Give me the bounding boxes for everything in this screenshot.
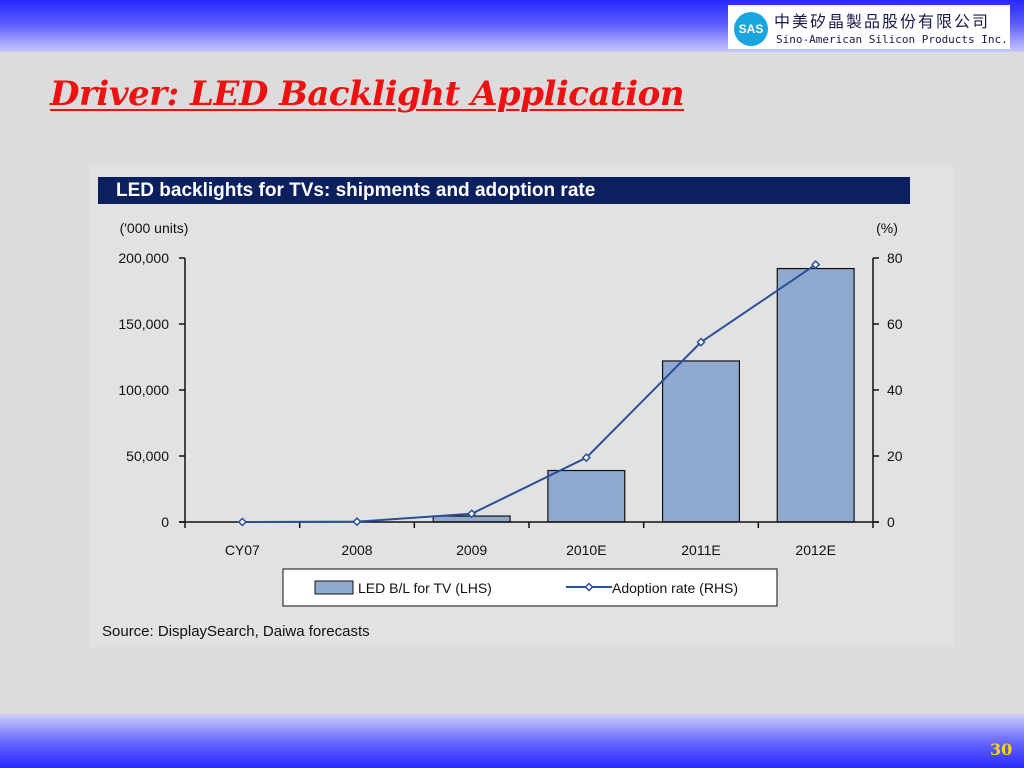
adoption-rate-line [242, 263, 817, 523]
company-name-english: Sino-American Silicon Products Inc. [776, 33, 1008, 46]
slide-title: Driver: LED Backlight Application [50, 74, 685, 114]
adoption-point-cy07 [237, 517, 247, 527]
left-tick-label: 0 [161, 514, 169, 530]
bar-2011e [661, 360, 741, 523]
right-axis-unit: (%) [876, 220, 898, 236]
legend-bar-label: LED B/L for TV (LHS) [358, 580, 492, 596]
x-tick-label: 2012E [795, 542, 835, 558]
left-tick-label: 200,000 [118, 250, 169, 266]
legend-line-marker [584, 582, 594, 592]
left-tick-label: 50,000 [126, 448, 169, 464]
bar-2010e [547, 469, 626, 523]
chart-title: LED backlights for TVs: shipments and ad… [98, 177, 910, 204]
legend-line-label: Adoption rate (RHS) [612, 580, 738, 596]
x-tick-label: 2009 [456, 542, 487, 558]
left-axis-unit: ('000 units) [120, 220, 189, 236]
left-tick-label: 100,000 [118, 382, 169, 398]
x-tick-label: 2010E [566, 542, 606, 558]
legend-box [282, 568, 778, 607]
bottom-banner [0, 714, 1024, 768]
x-tick-label: 2008 [341, 542, 372, 558]
right-tick-label: 80 [887, 250, 903, 266]
company-logo-panel [728, 5, 1010, 49]
chart-source: Source: DisplaySearch, Daiwa forecasts [102, 623, 370, 640]
x-tick-label: 2011E [681, 542, 720, 558]
legend-bar-swatch [314, 580, 354, 595]
right-tick-label: 40 [887, 382, 903, 398]
adoption-point-2012e [811, 260, 821, 270]
adoption-point-2009 [467, 509, 477, 519]
right-tick-label: 20 [887, 448, 903, 464]
bar-2012e [776, 267, 855, 523]
adoption-point-2011e [696, 337, 706, 347]
x-tick-label: CY07 [225, 542, 260, 558]
adoption-point-2008 [352, 517, 362, 527]
company-logo: SAS [734, 12, 768, 46]
page-number: 30 [990, 740, 1013, 759]
right-tick-label: 60 [887, 316, 903, 332]
adoption-point-2010e [581, 453, 591, 463]
right-tick-label: 0 [887, 514, 895, 530]
company-name-chinese: 中美矽晶製品股份有限公司 [774, 12, 991, 31]
left-tick-label: 150,000 [118, 316, 169, 332]
